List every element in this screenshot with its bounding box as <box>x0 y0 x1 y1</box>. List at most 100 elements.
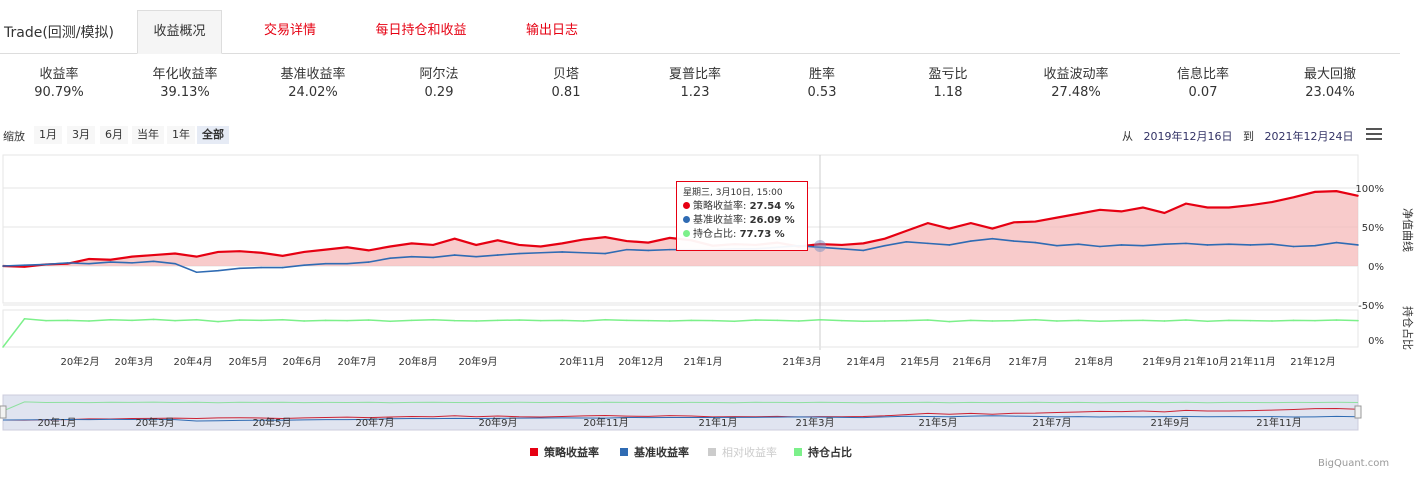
legend-item-benchmark[interactable]: 基准收益率 <box>620 444 689 460</box>
x-tick-label: 21年5月 <box>900 355 939 368</box>
benchmark-point <box>625 248 628 251</box>
zoom-button-1m[interactable]: 1月 <box>34 126 62 144</box>
metric-label: 夏普比率 <box>668 67 721 82</box>
legend-item-strategy[interactable]: 策略收益率 <box>530 444 599 460</box>
position-point <box>1228 319 1230 322</box>
strategy-point <box>1142 206 1144 209</box>
position-point <box>776 319 779 322</box>
navigator-tick-label: 20年11月 <box>583 416 628 429</box>
strategy-point <box>948 227 951 230</box>
x-tick-label: 21年8月 <box>1074 355 1113 368</box>
metric-information-ratio: 信息比率 0.07 <box>1153 66 1253 102</box>
strategy-point <box>1228 206 1230 209</box>
metric-value: 1.18 <box>933 85 963 100</box>
position-point <box>88 320 90 322</box>
benchmark-point <box>1292 245 1295 248</box>
range-from-input[interactable]: 2019年12月16日 <box>1143 130 1233 143</box>
strategy-point <box>88 258 90 260</box>
metric-label: 最大回撤 <box>1303 67 1356 82</box>
strategy-point <box>109 258 112 261</box>
position-point <box>109 318 112 321</box>
strategy-point <box>970 222 972 224</box>
zoom-button-6m[interactable]: 6月 <box>100 126 128 144</box>
strategy-point <box>905 230 908 232</box>
position-point <box>453 319 456 322</box>
metric-value: 0.07 <box>1188 85 1218 100</box>
benchmark-point <box>970 240 972 242</box>
navigator-benchmark-line <box>2 415 1359 422</box>
strategy-point <box>281 255 284 257</box>
zoom-button-1y[interactable]: 1年 <box>167 126 195 144</box>
navigator-tick-label: 21年1月 <box>698 416 737 429</box>
strategy-point <box>432 244 434 246</box>
position-point <box>1120 319 1123 322</box>
legend-item-position[interactable]: 持仓占比 <box>794 444 852 460</box>
strategy-point <box>131 255 133 258</box>
position-point <box>238 319 241 321</box>
benchmark-point <box>367 261 370 263</box>
benchmark-point <box>991 237 994 240</box>
strategy-point <box>539 245 542 248</box>
position-point <box>561 319 564 322</box>
benchmark-point <box>195 271 198 274</box>
position-point <box>324 319 327 322</box>
benchmark-point <box>1185 242 1187 245</box>
strategy-area <box>3 191 1358 267</box>
position-point <box>1034 318 1037 321</box>
zoom-button-ytd[interactable]: 当年 <box>132 126 164 144</box>
tab-output-log[interactable]: 输出日志 <box>525 23 578 38</box>
position-point <box>905 319 908 322</box>
position-point <box>475 320 477 322</box>
benchmark-point <box>539 251 542 254</box>
benchmark-point <box>1163 243 1166 245</box>
zoom-button-all[interactable]: 全部 <box>197 126 229 144</box>
metric-label: 胜率 <box>808 67 835 82</box>
metric-value: 0.81 <box>551 85 581 100</box>
benchmark-point <box>1034 241 1037 244</box>
benchmark-point <box>1271 243 1273 245</box>
position-point <box>1271 320 1273 322</box>
metric-label: 年化收益率 <box>152 67 218 82</box>
x-tick-label: 20年6月 <box>282 355 321 368</box>
position-point <box>1077 319 1080 322</box>
position-point <box>1142 319 1144 322</box>
tab-overview[interactable]: 收益概况 <box>137 10 222 54</box>
navigator-left-handle[interactable] <box>0 405 7 419</box>
navigator-right-handle[interactable] <box>1354 405 1362 419</box>
credit-link[interactable]: BigQuant.com <box>1318 458 1390 469</box>
range-from-label: 从 <box>1122 130 1133 143</box>
position-point <box>1249 319 1252 322</box>
menu-icon[interactable] <box>1366 128 1382 142</box>
metric-value: 24.02% <box>288 85 338 100</box>
x-tick-label: 20年7月 <box>337 355 376 368</box>
strategy-point <box>1034 220 1037 223</box>
benchmark-point <box>324 262 327 265</box>
navigator-tick-label: 21年7月 <box>1032 416 1071 429</box>
position-point <box>711 319 714 322</box>
legend-label: 策略收益率 <box>544 446 599 459</box>
position-point <box>927 319 929 321</box>
legend-swatch <box>620 448 628 456</box>
hover-marker <box>814 240 826 252</box>
tab-daily-positions[interactable]: 每日持仓和收益 <box>375 23 467 38</box>
range-to-input[interactable]: 2021年12月24日 <box>1264 130 1354 143</box>
strategy-point <box>1099 209 1101 211</box>
tooltip-row-benchmark: 基准收益率: 26.09 % <box>683 214 801 228</box>
x-tick-label: 21年6月 <box>952 355 991 368</box>
zoom-button-3m[interactable]: 3月 <box>67 126 95 144</box>
strategy-point <box>174 252 176 255</box>
benchmark-point <box>260 266 262 269</box>
navigator-strategy-line <box>2 407 1359 421</box>
tooltip-value: 27.54 % <box>749 201 795 212</box>
strategy-point <box>389 245 391 248</box>
benchmark-point <box>1357 244 1359 246</box>
strategy-point <box>217 251 219 253</box>
benchmark-point <box>604 252 607 255</box>
legend-item-relative[interactable]: 相对收益率 <box>708 444 777 460</box>
metric-value: 39.13% <box>160 85 210 100</box>
tab-trade-details[interactable]: 交易详情 <box>263 23 316 38</box>
position-point <box>389 320 391 323</box>
strategy-point <box>1357 195 1359 197</box>
position-point <box>884 320 886 322</box>
strategy-point <box>1163 212 1166 214</box>
